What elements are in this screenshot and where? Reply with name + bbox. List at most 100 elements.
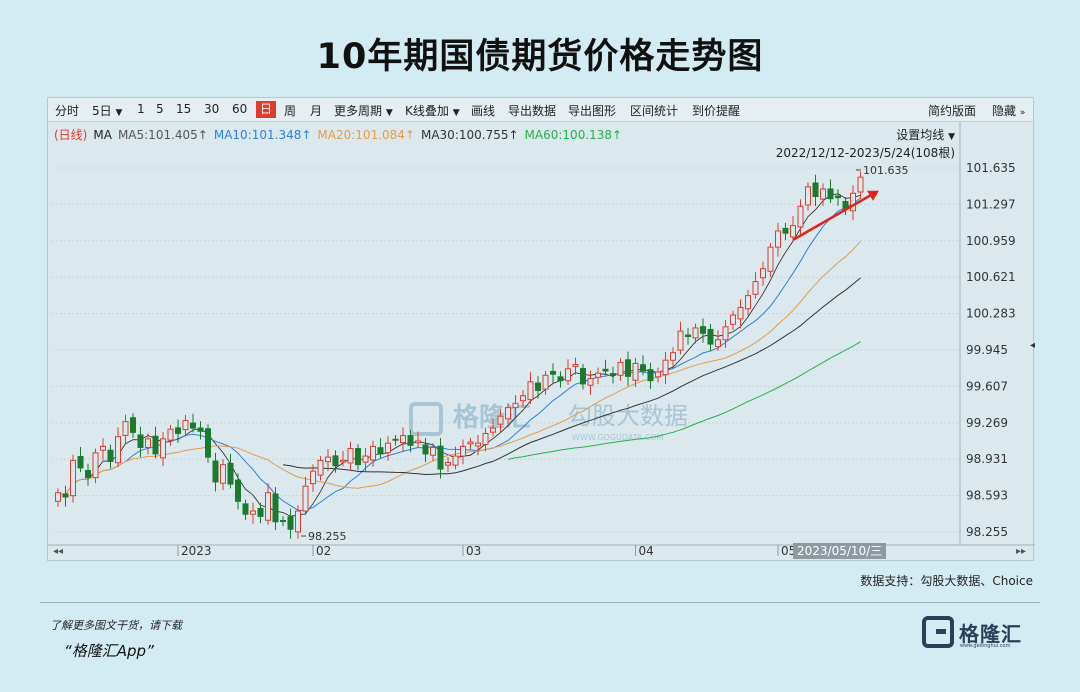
x-tick-label: 2023 xyxy=(181,544,212,558)
y-tick-label: 101.297 xyxy=(966,197,1016,211)
candle-body xyxy=(557,376,564,382)
more-periods-menu[interactable]: 更多周期 ▼ xyxy=(334,102,393,119)
candle-body xyxy=(62,493,69,498)
trend-arrow xyxy=(792,191,876,241)
candle-body xyxy=(490,427,496,433)
candle-body xyxy=(250,510,256,515)
x-tick-label: 04 xyxy=(639,544,654,558)
period-60min[interactable]: 60 xyxy=(232,102,248,116)
period-15min[interactable]: 15 xyxy=(176,102,192,116)
candle-body xyxy=(107,449,114,462)
period-day[interactable]: 日 xyxy=(256,101,277,118)
trend-arrow-head xyxy=(867,190,879,201)
candle-body xyxy=(445,462,451,466)
kline-overlay-menu[interactable]: K线叠加 ▼ xyxy=(405,102,460,119)
candle-body xyxy=(475,442,481,447)
ma-settings-label: 设置均线 xyxy=(896,128,945,142)
candle-body xyxy=(730,314,736,325)
date-range: 2022/12/12-2023/5/24(108根) xyxy=(775,146,955,160)
export-data-button[interactable]: 导出数据 xyxy=(508,104,557,118)
candle-body xyxy=(782,227,789,234)
candle-body xyxy=(820,188,826,200)
footer-divider xyxy=(40,602,1040,603)
ma30-value: MA30:100.755↑ xyxy=(420,128,519,142)
candle-body xyxy=(700,326,706,334)
candle-body xyxy=(55,492,61,502)
chevron-double-right-icon: » xyxy=(1019,108,1026,118)
candle-body xyxy=(272,493,279,523)
candle-body xyxy=(767,246,774,272)
draw-line-button[interactable]: 画线 xyxy=(471,104,496,118)
candle-body xyxy=(235,479,241,502)
candle-body xyxy=(287,516,294,530)
watermark-logo-icon xyxy=(409,402,443,436)
ma20-value: MA20:101.084↑ xyxy=(317,128,415,142)
candle-body xyxy=(655,371,661,378)
candle-body xyxy=(265,492,271,521)
candle-body xyxy=(205,428,211,458)
hide-button[interactable]: 隐藏 » xyxy=(992,102,1025,119)
candle-body xyxy=(565,368,571,382)
ma20-line xyxy=(57,240,861,496)
candle-body xyxy=(347,448,354,464)
logo-text: 格隆汇 xyxy=(959,622,1022,646)
candle-body xyxy=(572,364,579,367)
range-stats-button[interactable]: 区间统计 xyxy=(630,104,679,118)
ma-legend: (日线) MA MA5:101.405↑ MA10:101.348↑ MA20:101.… xyxy=(54,126,628,143)
candle-body xyxy=(482,432,489,445)
candle-body xyxy=(370,445,376,461)
plot-area xyxy=(52,122,960,532)
data-source: 数据支持：勾股大数据、Choice xyxy=(860,574,1033,588)
candle-body xyxy=(182,420,189,431)
period-intraday[interactable]: 分时 xyxy=(55,104,80,118)
gelonghui-logo: 格隆汇 www.gelonghui.com xyxy=(922,616,1022,652)
chart-title: 10年期国债期货价格走势图 xyxy=(316,37,764,77)
candle-body xyxy=(812,182,819,198)
ma10-line xyxy=(57,197,861,512)
ma60-value: MA60:100.138↑ xyxy=(524,128,623,142)
download-note: 了解更多图文干货，请下载 xyxy=(50,619,182,632)
candle-body xyxy=(85,470,91,479)
candle-body xyxy=(437,445,444,470)
candle-body xyxy=(505,407,511,420)
export-image-button[interactable]: 导出图形 xyxy=(568,104,617,118)
period-5day[interactable]: 5日 ▼ xyxy=(92,102,122,119)
scroll-right-icon: ▸▸ xyxy=(1016,546,1026,557)
candle-body xyxy=(692,327,699,339)
ma-legend-ma: MA xyxy=(93,128,112,142)
candle-body xyxy=(190,422,196,429)
period-week[interactable]: 周 xyxy=(284,104,297,118)
y-tick-label: 98.255 xyxy=(966,525,1008,539)
candle-body xyxy=(362,455,369,463)
candle-body xyxy=(857,176,864,193)
period-5day-label: 5日 xyxy=(92,104,112,118)
candle-body xyxy=(452,455,459,466)
candle-body xyxy=(167,428,174,441)
chevron-down-icon: ▼ xyxy=(115,108,123,118)
period-1min[interactable]: 1 xyxy=(137,102,145,116)
candle-body xyxy=(257,507,264,517)
kline-panel[interactable]: 101.635 101.297 100.959 100.621 100.283 99.94… xyxy=(47,97,1035,562)
candle-body xyxy=(707,328,714,345)
ma-settings-menu[interactable]: 设置均线 ▼ xyxy=(896,126,955,143)
ma-legend-period: (日线) xyxy=(54,128,88,142)
x-tick-label: 02 xyxy=(316,544,331,558)
candle-body xyxy=(535,382,541,391)
candle-body xyxy=(377,447,384,455)
price-alert-button[interactable]: 到价提醒 xyxy=(692,104,741,118)
toolbar: 分时 5日 ▼ 1 5 15 30 60 日 周 月 更多周期 ▼ K线叠加 ▼… xyxy=(48,98,1033,122)
candle-body xyxy=(460,445,466,457)
candle-body xyxy=(752,281,759,295)
ma10-value: MA10:101.348↑ xyxy=(213,128,312,142)
candle-body xyxy=(850,192,856,212)
period-5min[interactable]: 5 xyxy=(156,102,164,116)
candle-body xyxy=(145,438,151,448)
candle-body xyxy=(295,510,301,533)
candle-body xyxy=(775,230,781,248)
simple-layout-button[interactable]: 简约版面 xyxy=(928,104,977,118)
candle-body xyxy=(310,470,316,485)
period-month[interactable]: 月 xyxy=(310,104,323,118)
candlestick-chart[interactable]: 101.635 101.297 100.959 100.621 100.283 99.94… xyxy=(48,98,1035,562)
y-tick-label: 99.607 xyxy=(966,379,1008,393)
period-30min[interactable]: 30 xyxy=(204,102,220,116)
